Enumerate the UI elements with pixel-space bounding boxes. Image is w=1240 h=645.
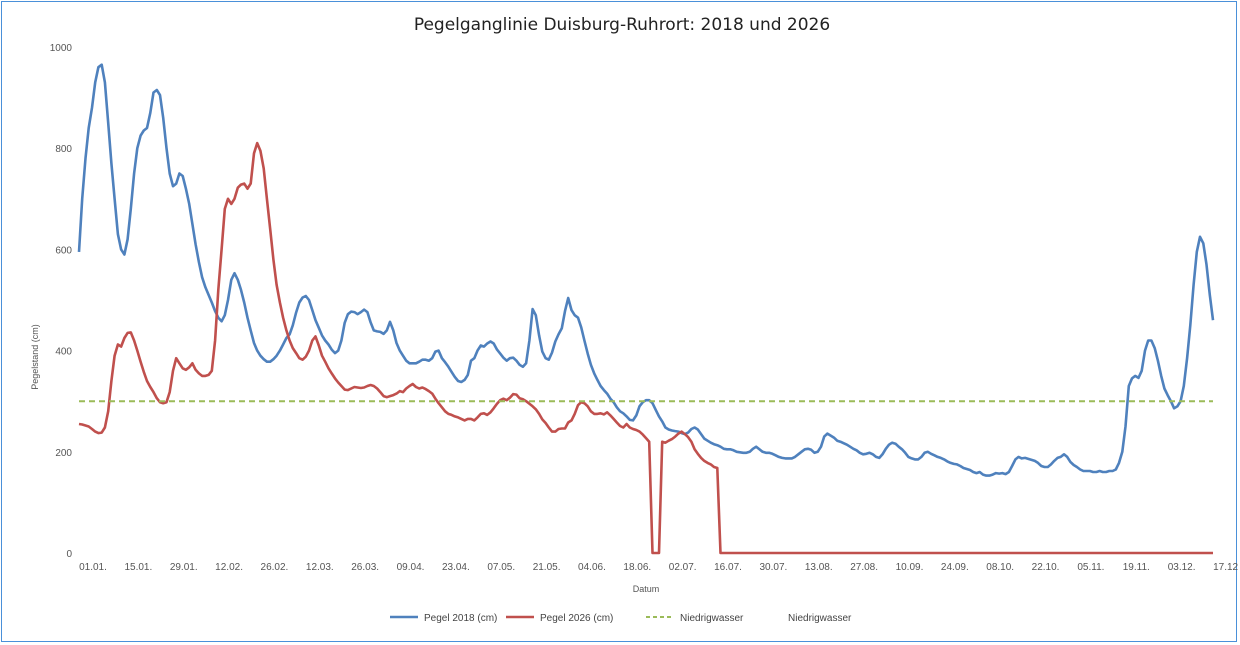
x-axis-label: Datum [633,584,660,594]
x-tick-label: 29.01. [170,562,198,573]
x-tick-label: 19.11. [1123,562,1150,573]
x-tick-label: 12.03. [306,562,334,573]
x-tick-label: 17.12. [1213,562,1238,573]
x-axis-ticks: 01.01. 15.01. 29.01. 12.02. 26.02. 12.03. 26.0… [79,562,1238,573]
y-tick-label: 600 [55,245,72,256]
x-tick-label: 10.09. [896,562,924,573]
series-line-2 [78,141,1213,555]
x-tick-label: 21.05. [533,562,561,573]
x-tick-label: 03.12. [1168,562,1196,573]
y-axis-label: Pegelstand (cm) [30,324,40,390]
x-tick-label: 16.07. [714,562,742,573]
x-tick-label: 08.10. [986,562,1014,573]
x-tick-label: 15.01. [124,562,152,573]
y-tick-label: 800 [55,144,72,155]
y-tick-label: 200 [55,448,72,459]
x-tick-label: 07.05. [487,562,515,573]
y-axis-ticks: 0 200 400 600 800 1000 [50,43,73,560]
legend-label: Niedrigwasser [788,613,852,624]
x-tick-label: 27.08. [850,562,878,573]
x-tick-label: 30.07. [759,562,787,573]
series-layer [77,63,1215,555]
series-line-1 [77,63,1215,477]
x-tick-label: 12.02. [215,562,243,573]
x-tick-label: 24.09. [941,562,969,573]
x-tick-label: 01.01. [79,562,107,573]
legend-label: Pegel 2018 (cm) [424,613,497,624]
legend-label: Niedrigwasser [680,613,744,624]
x-tick-label: 26.02. [261,562,289,573]
y-tick-label: 0 [66,549,72,560]
x-tick-label: 05.11. [1077,562,1104,573]
x-tick-label: 23.04. [442,562,470,573]
x-tick-label: 13.08. [805,562,833,573]
x-tick-label: 26.03. [351,562,379,573]
legend-label: Pegel 2026 (cm) [540,613,613,624]
x-tick-label: 22.10. [1032,562,1060,573]
legend: Pegel 2018 (cm) Pegel 2026 (cm) Niedrigwas… [390,613,852,624]
chart-title: Pegelganglinie Duisburg-Ruhrort: 2018 un… [414,15,830,35]
y-tick-label: 400 [55,347,72,358]
y-tick-label: 1000 [50,43,73,54]
x-tick-label: 18.06. [623,562,651,573]
x-tick-label: 04.06. [578,562,606,573]
x-tick-label: 09.04. [397,562,425,573]
x-tick-label: 02.07. [669,562,697,573]
